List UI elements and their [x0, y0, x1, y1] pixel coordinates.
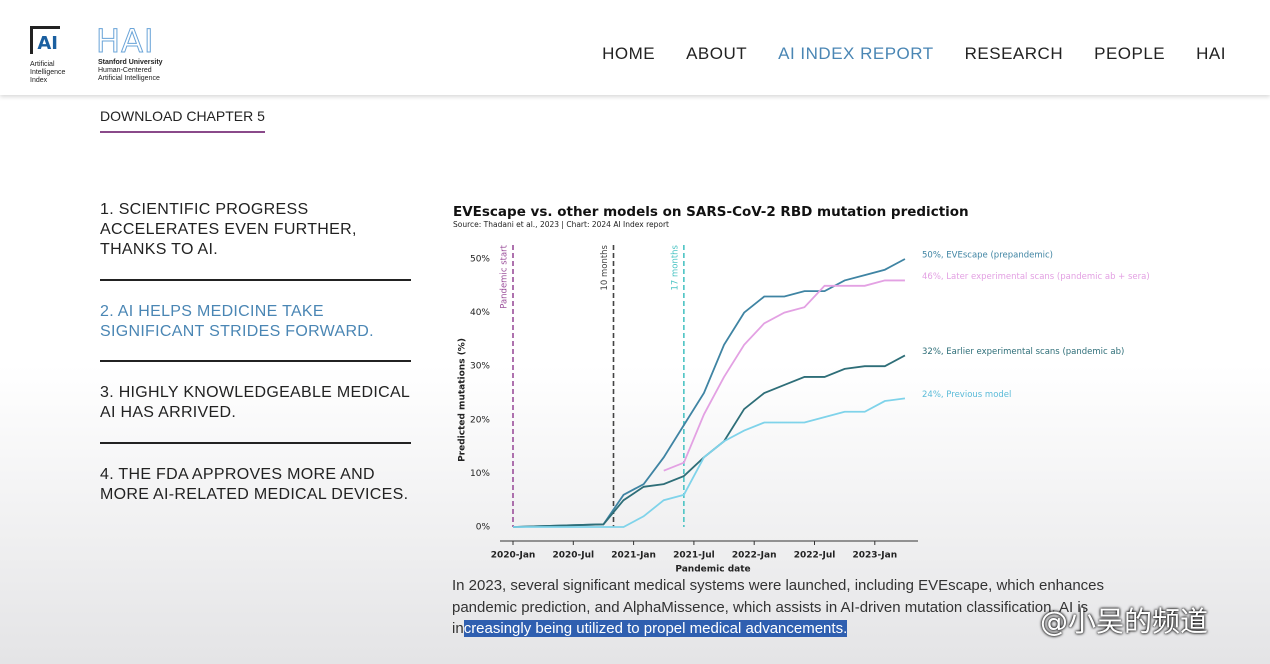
- y-axis-label: Predicted mutations (%): [458, 338, 468, 462]
- x-tick-label: 2020-Jan: [491, 551, 536, 561]
- annotation-label: 17 months: [670, 244, 680, 290]
- y-tick-label: 10%: [470, 469, 490, 479]
- caption-highlight: creasingly being utilized to propel medi…: [463, 620, 848, 637]
- x-tick-label: 2021-Jul: [673, 551, 715, 561]
- sidebar-item[interactable]: 1. SCIENTIFIC PROGRESS ACCELERATES EVEN …: [100, 201, 357, 258]
- x-axis-label: Pandemic date: [675, 565, 750, 575]
- y-tick-label: 0%: [476, 523, 491, 533]
- nav-item[interactable]: PEOPLE: [1094, 44, 1166, 63]
- x-tick-label: 2023-Jan: [852, 551, 897, 561]
- chart: EVEscape vs. other models on SARS-CoV-2 …: [453, 204, 1150, 575]
- y-tick-label: 20%: [470, 415, 490, 425]
- x-tick-label: 2022-Jul: [794, 551, 836, 561]
- divider: [100, 360, 411, 362]
- caption: In 2023, several significant medical sys…: [452, 575, 1132, 640]
- y-tick-label: 50%: [470, 255, 490, 265]
- chart-title: EVEscape vs. other models on SARS-CoV-2 …: [453, 204, 969, 220]
- divider: [100, 442, 411, 444]
- y-tick-label: 30%: [470, 362, 490, 372]
- hai-line: Artificial Intelligence: [98, 75, 160, 82]
- x-tick-label: 2020-Jul: [552, 551, 594, 561]
- sidebar-item[interactable]: 2. AI HELPS MEDICINE TAKE SIGNIFICANT ST…: [100, 303, 374, 340]
- hai-line: Human-Centered: [98, 67, 152, 74]
- logo[interactable]: AI: [30, 26, 60, 54]
- x-tick-label: 2021-Jan: [611, 551, 656, 561]
- series-label: 46%, Later experimental scans (pandemic …: [922, 272, 1150, 282]
- hai-text: Stanford University Human-Centered Artif…: [98, 59, 163, 83]
- logo-line: Artificial: [30, 61, 55, 68]
- x-tick-label: 2022-Jan: [732, 551, 777, 561]
- series-label: 32%, Earlier experimental scans (pandemi…: [922, 347, 1124, 357]
- series-line: [513, 397, 906, 528]
- nav-item[interactable]: HAI: [1196, 44, 1226, 63]
- divider: [100, 279, 411, 281]
- chart-subtitle: Source: Thadani et al., 2023 | Chart: 20…: [453, 220, 669, 229]
- nav-item[interactable]: RESEARCH: [964, 44, 1064, 63]
- series-line: [512, 354, 906, 528]
- sidebar-item[interactable]: 4. THE FDA APPROVES MORE AND MORE AI-REL…: [100, 466, 409, 503]
- series-line: [512, 258, 906, 528]
- series-label: 50%, EVEscape (prepandemic): [922, 251, 1053, 261]
- sidebar-item[interactable]: 3. HIGHLY KNOWLEDGEABLE MEDICAL AI HAS A…: [100, 384, 410, 421]
- annotation-label: Pandemic start: [500, 244, 510, 308]
- download-link[interactable]: DOWNLOAD CHAPTER 5: [100, 108, 265, 133]
- annotation-label: 10 months: [600, 244, 610, 290]
- logo-line: Index: [30, 77, 48, 84]
- header: AI Artificial Intelligence Index HAI Sta…: [0, 0, 1270, 95]
- nav-item[interactable]: ABOUT: [686, 44, 748, 63]
- nav-item[interactable]: HOME: [602, 44, 656, 63]
- hai-logo[interactable]: HAI: [95, 22, 155, 61]
- nav: HOME ABOUT AI INDEX REPORT RESEARCH PEOP…: [602, 44, 1226, 64]
- series-line: [663, 279, 905, 472]
- hai-line: Stanford University: [98, 59, 163, 66]
- logo-text: Artificial Intelligence Index: [30, 61, 65, 85]
- y-tick-label: 40%: [470, 308, 490, 318]
- watermark: @小吴的频道: [1040, 605, 1209, 638]
- series-label: 24%, Previous model: [922, 390, 1011, 400]
- logo-line: Intelligence: [30, 69, 66, 76]
- caption-text: In 2023, several significant medical sys…: [452, 577, 1105, 637]
- nav-item[interactable]: AI INDEX REPORT: [778, 44, 934, 63]
